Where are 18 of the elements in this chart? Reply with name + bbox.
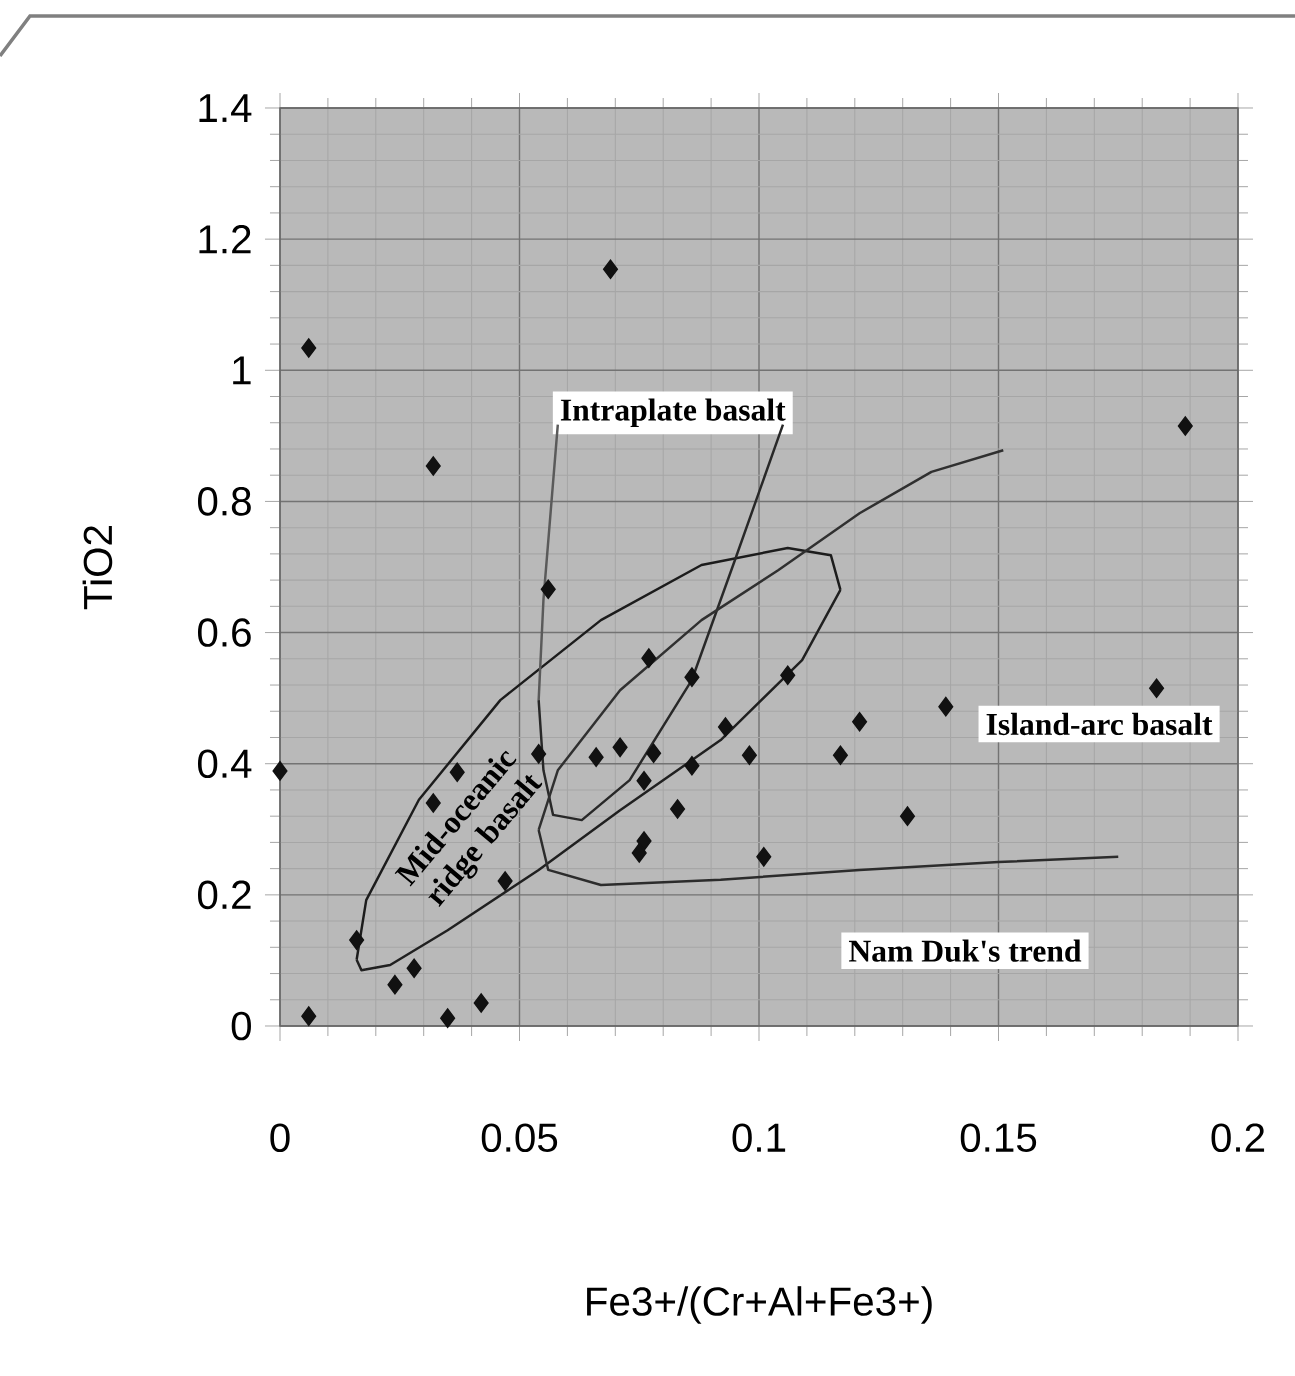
y-tick-label: 0.2 — [197, 880, 251, 910]
x-axis-title: Fe3+/(Cr+Al+Fe3+) — [587, 1286, 932, 1324]
x-tick-label: 0.2 — [1211, 1123, 1265, 1153]
annotation: Intraplate basalt — [560, 398, 786, 428]
y-axis-title: TiO2 — [82, 525, 113, 610]
x-tick-label: 0.1 — [732, 1123, 786, 1153]
x-tick-label: 0.15 — [960, 1123, 1037, 1153]
x-tick-label: 0 — [270, 1123, 290, 1153]
y-tick-label: 1 — [233, 356, 251, 385]
y-tick-label: 0.6 — [197, 618, 251, 647]
annotation: Nam Duk's trend — [848, 939, 1082, 962]
y-tick-label: 1.4 — [199, 94, 252, 122]
y-tick-label: 0 — [231, 1011, 251, 1041]
y-tick-label: 0.8 — [197, 487, 251, 516]
y-tick-label: 1.2 — [199, 225, 251, 254]
y-tick-label: 0.4 — [197, 749, 252, 779]
annotation: Island-arc basalt — [986, 712, 1213, 736]
x-tick-label: 0.05 — [481, 1123, 558, 1153]
